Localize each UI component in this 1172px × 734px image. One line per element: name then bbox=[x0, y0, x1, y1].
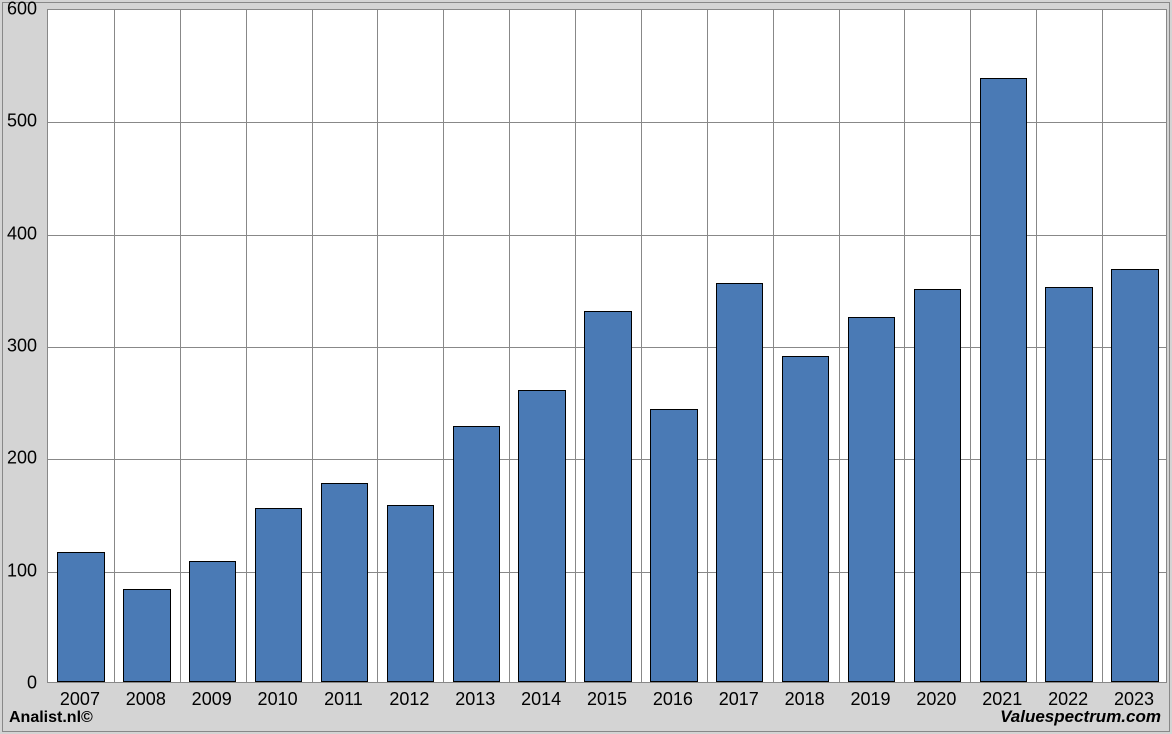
bar bbox=[980, 78, 1027, 682]
chart-plot-area bbox=[47, 9, 1167, 683]
y-axis-label: 200 bbox=[7, 448, 37, 469]
x-axis-label: 2012 bbox=[389, 689, 429, 710]
bar bbox=[716, 283, 763, 682]
gridline-v bbox=[1102, 10, 1103, 682]
gridline-v bbox=[377, 10, 378, 682]
bar bbox=[123, 589, 170, 682]
bar bbox=[1111, 269, 1158, 682]
y-axis-label: 300 bbox=[7, 336, 37, 357]
x-axis-label: 2020 bbox=[916, 689, 956, 710]
x-axis-label: 2010 bbox=[258, 689, 298, 710]
x-axis-label: 2014 bbox=[521, 689, 561, 710]
bar bbox=[650, 409, 697, 682]
gridline-v bbox=[180, 10, 181, 682]
bar bbox=[518, 390, 565, 682]
x-axis-label: 2013 bbox=[455, 689, 495, 710]
bar bbox=[255, 508, 302, 682]
bar bbox=[321, 483, 368, 682]
gridline-v bbox=[641, 10, 642, 682]
bar bbox=[57, 552, 104, 682]
y-axis-label: 100 bbox=[7, 560, 37, 581]
bar bbox=[914, 289, 961, 682]
gridline-v bbox=[773, 10, 774, 682]
footer-left-credit: Analist.nl© bbox=[9, 709, 93, 727]
x-axis-label: 2021 bbox=[982, 689, 1022, 710]
chart-frame: Analist.nl© Valuespectrum.com 0 100 200 300… bbox=[2, 2, 1170, 732]
bar bbox=[453, 426, 500, 682]
x-axis-label: 2018 bbox=[785, 689, 825, 710]
x-axis-label: 2009 bbox=[192, 689, 232, 710]
y-axis-label: 500 bbox=[7, 111, 37, 132]
x-axis-label: 2015 bbox=[587, 689, 627, 710]
gridline-v bbox=[839, 10, 840, 682]
y-axis-label: 600 bbox=[7, 0, 37, 20]
y-axis-label: 400 bbox=[7, 223, 37, 244]
bar bbox=[584, 311, 631, 682]
footer-right-credit: Valuespectrum.com bbox=[1000, 707, 1161, 727]
x-axis-label: 2008 bbox=[126, 689, 166, 710]
x-axis-label: 2019 bbox=[850, 689, 890, 710]
gridline-v bbox=[443, 10, 444, 682]
bar bbox=[848, 317, 895, 682]
x-axis-label: 2011 bbox=[324, 689, 363, 710]
bar bbox=[387, 505, 434, 682]
x-axis-label: 2016 bbox=[653, 689, 693, 710]
gridline-v bbox=[707, 10, 708, 682]
x-axis-label: 2022 bbox=[1048, 689, 1088, 710]
gridline-v bbox=[575, 10, 576, 682]
y-axis-label: 0 bbox=[27, 673, 37, 694]
gridline-v bbox=[509, 10, 510, 682]
gridline-v bbox=[1036, 10, 1037, 682]
gridline-v bbox=[312, 10, 313, 682]
x-axis-label: 2017 bbox=[719, 689, 759, 710]
gridline-v bbox=[904, 10, 905, 682]
bar bbox=[782, 356, 829, 682]
gridline-v bbox=[246, 10, 247, 682]
x-axis-label: 2023 bbox=[1114, 689, 1154, 710]
x-axis-label: 2007 bbox=[60, 689, 100, 710]
bar bbox=[189, 561, 236, 682]
gridline-v bbox=[114, 10, 115, 682]
gridline-v bbox=[970, 10, 971, 682]
bar bbox=[1045, 287, 1092, 682]
